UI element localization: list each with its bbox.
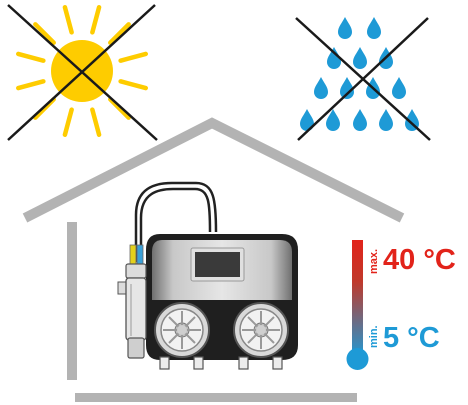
sun-ray — [90, 4, 102, 35]
rain-drop — [327, 47, 341, 69]
rain-drop — [326, 109, 340, 131]
sun-ray — [118, 51, 149, 63]
rain-cross — [295, 17, 431, 141]
dosing-pump-icon — [117, 181, 298, 370]
probe-sensor — [117, 244, 147, 359]
house-floor — [75, 393, 357, 402]
sun-ray — [90, 107, 102, 138]
pump-head-left — [154, 302, 210, 358]
max-temperature-value: 40 °C — [383, 244, 456, 276]
rain-drop — [353, 47, 367, 69]
pump-fittings — [159, 356, 283, 370]
sun-rays — [15, 4, 149, 138]
rain-drop — [379, 109, 393, 131]
sun-ray — [118, 79, 149, 91]
rain-drop — [340, 77, 354, 99]
house-roof — [22, 117, 405, 223]
sun-ray — [62, 4, 74, 35]
sun-ray — [62, 107, 74, 138]
device-display-screen — [195, 252, 240, 277]
sun-cross — [7, 4, 158, 141]
sun-ray — [108, 97, 131, 120]
sun-ray — [15, 51, 46, 63]
thermometer-stem — [352, 240, 363, 358]
rain-drop — [367, 17, 381, 39]
rain-drop — [392, 77, 406, 99]
sun-ray — [33, 22, 56, 45]
sun-ray — [108, 22, 131, 45]
min-temperature-value: 5 °C — [383, 322, 440, 354]
min-label: min. — [368, 325, 380, 348]
rain-drop — [353, 109, 367, 131]
thermometer-icon — [346, 240, 369, 370]
device-cables — [134, 181, 218, 262]
rain-drop — [300, 109, 314, 131]
house-outline — [22, 117, 405, 380]
pump-head-right — [233, 302, 289, 358]
thermometer-bulb — [346, 348, 369, 370]
max-label: max. — [368, 249, 380, 274]
sun-ray — [15, 79, 46, 91]
rain-drop — [338, 17, 352, 39]
rain-drop — [314, 77, 328, 99]
